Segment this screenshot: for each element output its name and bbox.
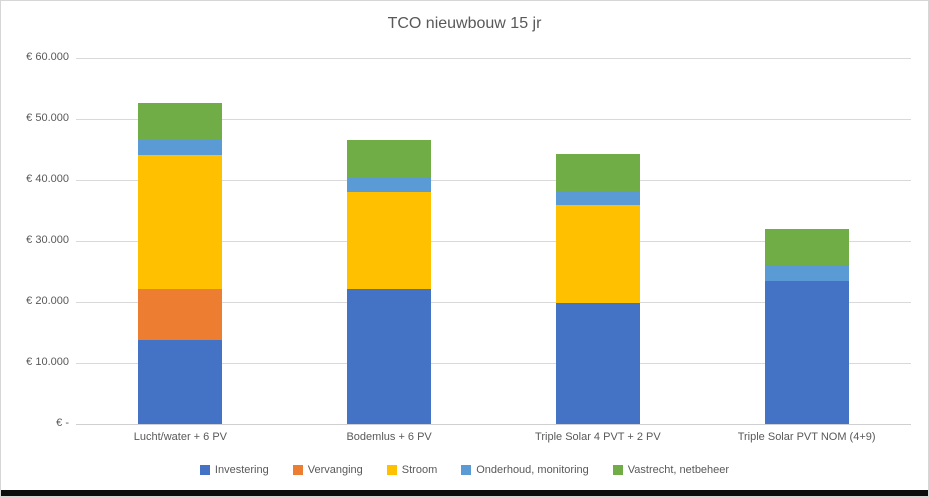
gridline <box>76 180 911 181</box>
bar-segment-onderhoud-monitoring <box>138 139 223 156</box>
bar-slot <box>76 1 285 424</box>
x-axis-label: Triple Solar 4 PVT + 2 PV <box>535 431 661 443</box>
y-tick-label: € 20.000 <box>26 295 69 307</box>
legend-item: Vervanging <box>292 464 363 476</box>
x-axis-line <box>76 424 911 425</box>
gridline <box>76 302 911 303</box>
x-axis-label: Triple Solar PVT NOM (4+9) <box>737 431 876 443</box>
legend-swatch-icon <box>386 465 397 475</box>
legend-item: Onderhoud, monitoring <box>461 464 589 476</box>
x-axis-label: Lucht/water + 6 PV <box>133 431 227 443</box>
gridline <box>76 119 911 120</box>
y-tick-label: € 10.000 <box>26 356 69 368</box>
legend-label: Vastrecht, netbeheer <box>627 464 730 476</box>
legend-swatch-icon <box>612 465 623 475</box>
legend-swatch-icon <box>199 465 210 475</box>
legend-label: Onderhoud, monitoring <box>476 464 589 476</box>
bar-segment-onderhoud-monitoring <box>764 264 849 282</box>
bar-segment-vastrecht-netbeheer <box>764 228 849 265</box>
legend-label: Vervanging <box>307 464 363 476</box>
bar-segment-onderhoud-monitoring <box>347 177 432 192</box>
bar-segment-stroom <box>555 205 640 304</box>
bar-stack <box>555 153 640 424</box>
legend-item: Vastrecht, netbeheer <box>612 464 730 476</box>
chart-title: TCO nieuwbouw 15 jr <box>387 15 542 32</box>
legend-label: Stroom <box>401 464 438 476</box>
bar-stack <box>138 102 223 424</box>
bar-segment-vastrecht-netbeheer <box>138 102 223 140</box>
y-tick-label: € 40.000 <box>26 173 69 185</box>
y-tick-label: € 30.000 <box>26 234 69 246</box>
bar-stack <box>764 228 849 424</box>
window-bottom-edge <box>1 490 928 496</box>
bar-slot <box>285 1 494 424</box>
bar-segment-vastrecht-netbeheer <box>347 140 432 178</box>
x-axis-label: Bodemlus + 6 PV <box>346 431 432 443</box>
bar-segment-onderhoud-monitoring <box>555 191 640 206</box>
gridline <box>76 241 911 242</box>
bar-slot <box>494 1 703 424</box>
gridline <box>76 58 911 59</box>
bar-segment-investering <box>764 281 849 424</box>
legend-swatch-icon <box>292 465 303 475</box>
bar-segment-investering <box>138 339 223 424</box>
legend: Investering Vervanging Stroom Onderhoud, mo… <box>1 464 928 476</box>
y-tick-label: € - <box>56 417 69 429</box>
y-tick-label: € 60.000 <box>26 51 69 63</box>
bar-segment-stroom <box>347 191 432 289</box>
y-tick-label: € 50.000 <box>26 112 69 124</box>
bar-stack <box>347 140 432 424</box>
legend-item: Stroom <box>386 464 438 476</box>
bar-segment-stroom <box>138 155 223 289</box>
gridline <box>76 363 911 364</box>
legend-swatch-icon <box>461 465 472 475</box>
bar-segment-vervanging <box>138 288 223 340</box>
bar-segment-vastrecht-netbeheer <box>555 153 640 192</box>
bar-slot <box>702 1 911 424</box>
bar-segment-investering <box>555 303 640 424</box>
bar-segment-investering <box>347 288 432 424</box>
legend-label: Investering <box>214 464 269 476</box>
legend-item: Investering <box>199 464 269 476</box>
